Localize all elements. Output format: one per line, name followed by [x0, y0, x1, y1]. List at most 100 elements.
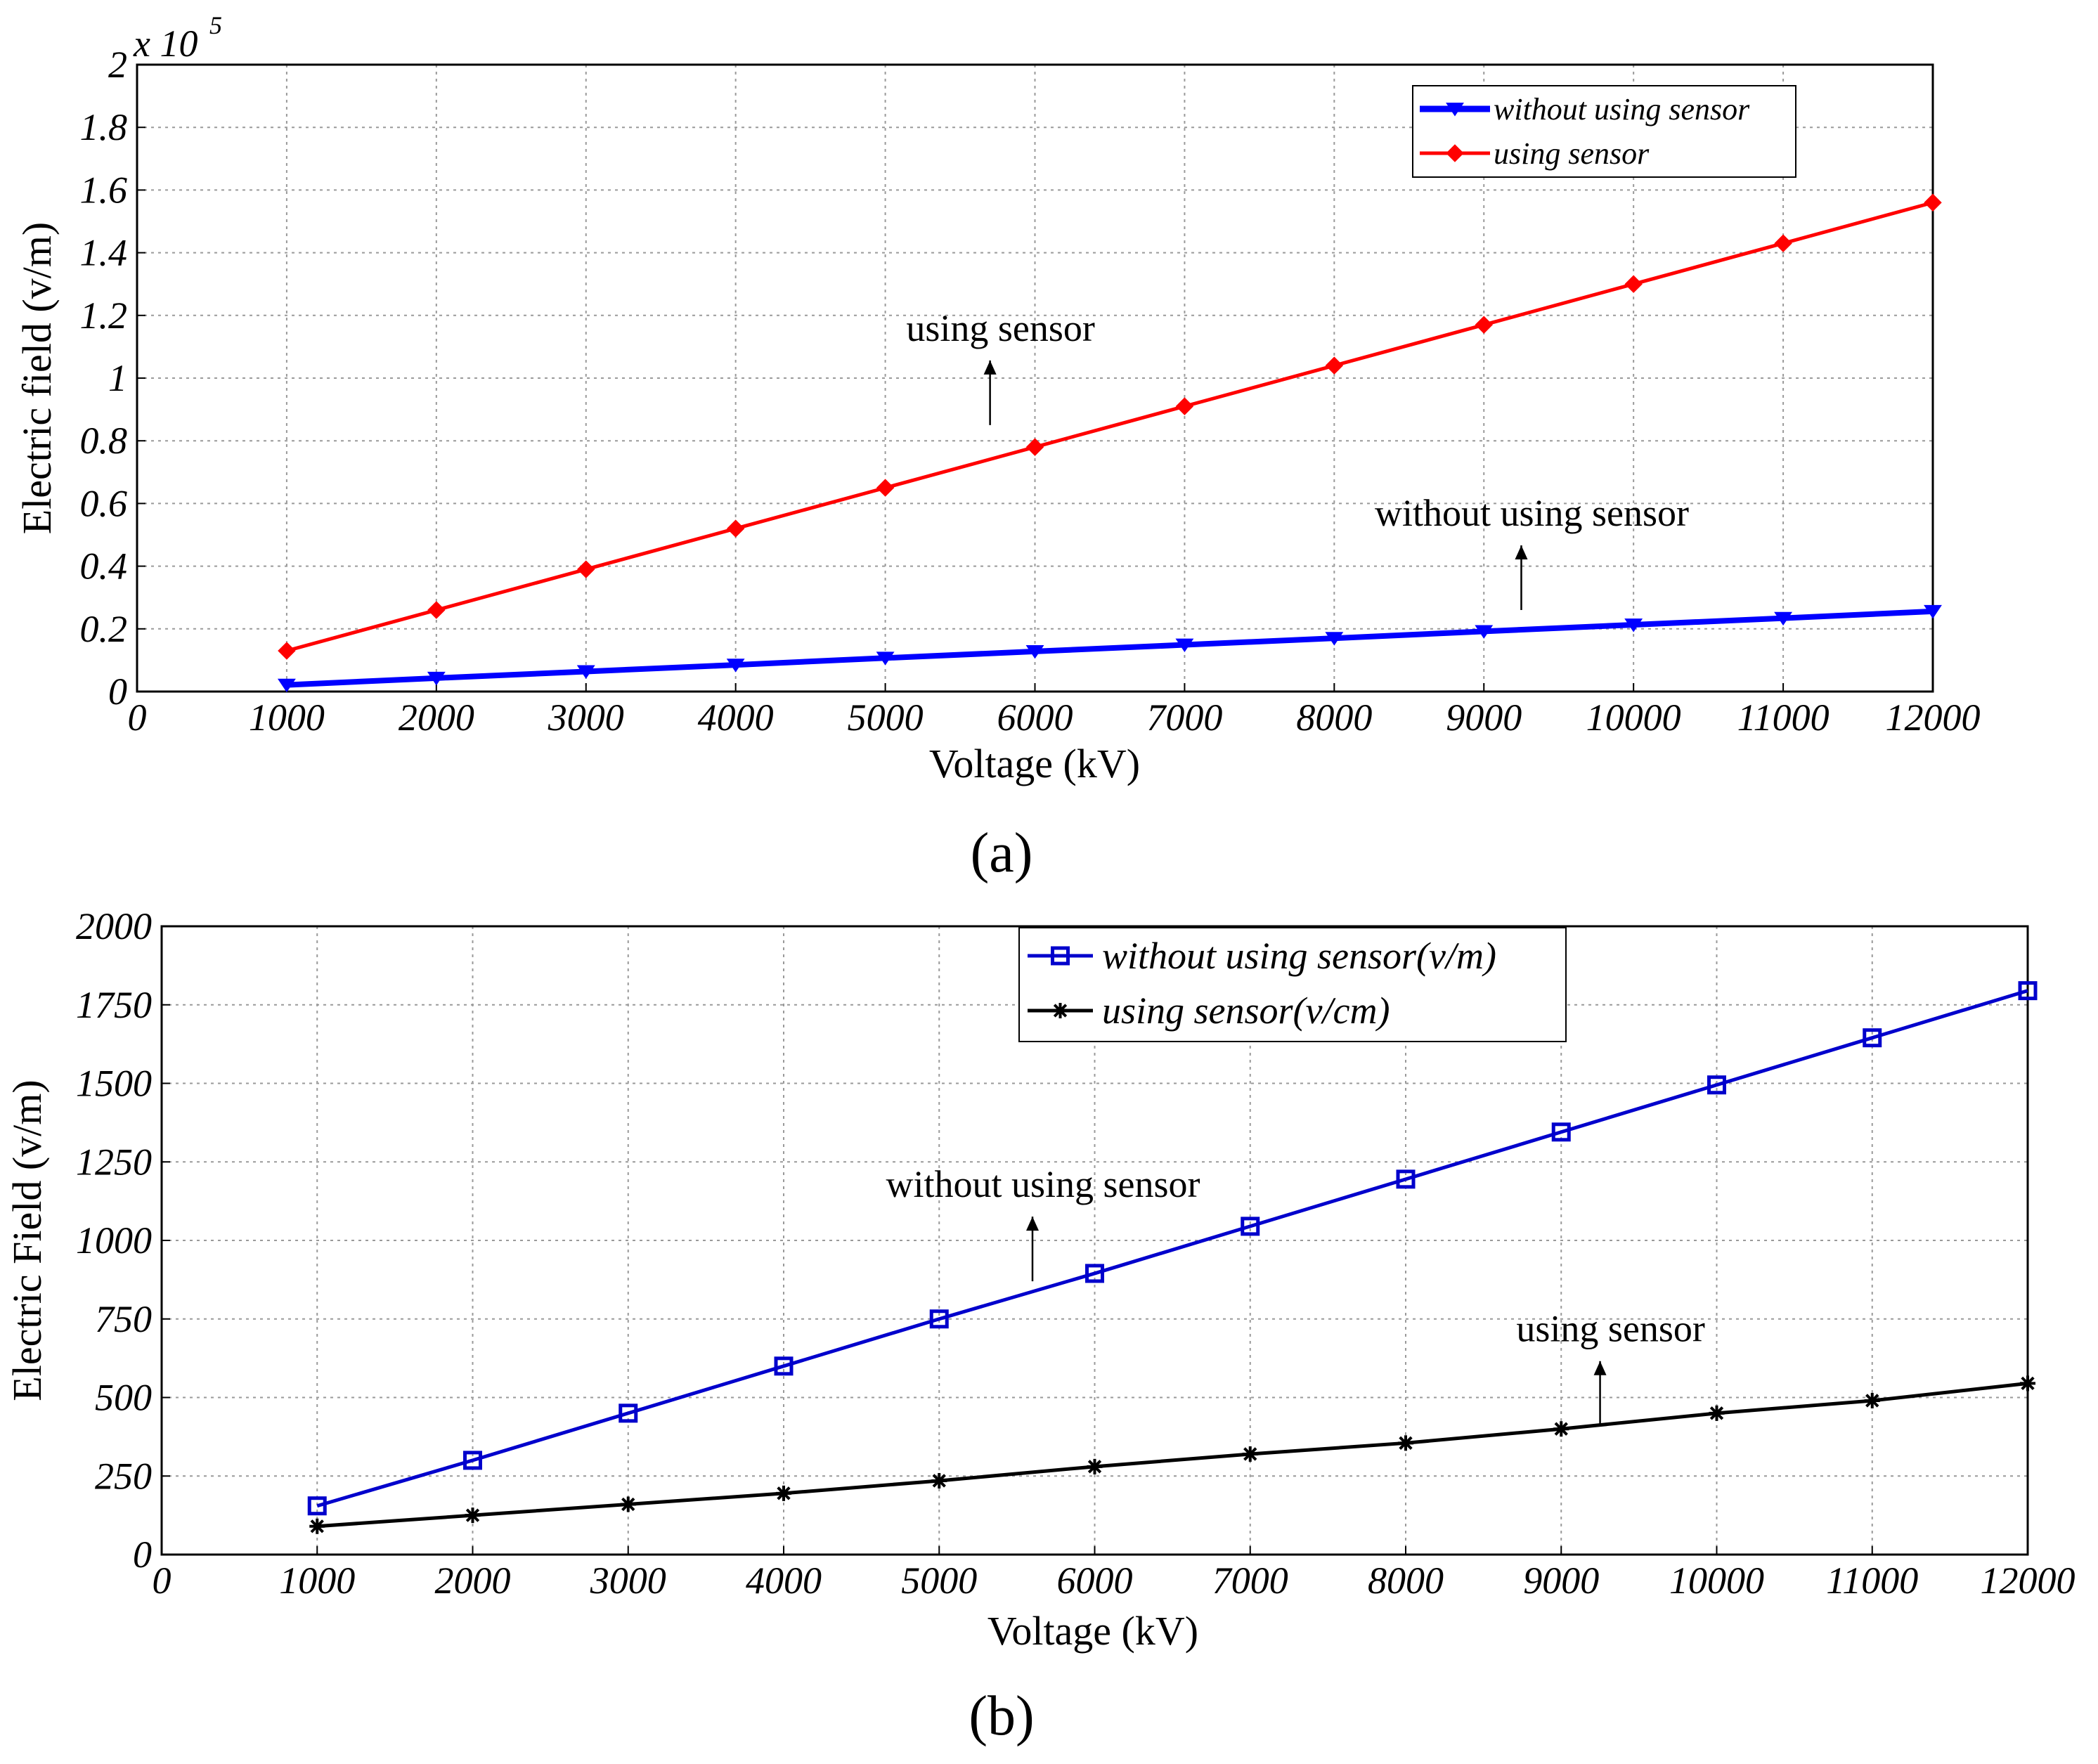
data-point-b-0-4: [929, 1309, 949, 1329]
x-tick-label-b-1: 1000: [279, 1559, 355, 1602]
y-tick-label-a-2: 0.4: [80, 545, 128, 588]
annotation-label-b-0: without using sensor: [886, 1163, 1200, 1205]
data-point-a-0-4: [876, 651, 895, 666]
data-point-a-1-1: [427, 601, 446, 619]
data-point-b-1-8: [1553, 1421, 1569, 1437]
series-line-a-0: [286, 608, 1934, 688]
data-point-b-1-4: [931, 1472, 947, 1489]
y-tick-label-a-1: 0.2: [80, 608, 128, 650]
y-tick-label-a-5: 1: [108, 357, 127, 399]
series-a: [277, 193, 1942, 693]
data-point-a-1-0: [278, 642, 296, 660]
y-tick-label-b-6: 1500: [76, 1063, 152, 1105]
legend-box-b: [1018, 927, 1567, 1042]
annotation-label-a-0: using sensor: [906, 307, 1095, 349]
x-tick-label-b-7: 7000: [1212, 1559, 1288, 1602]
legend-marker-b-1: [1052, 1003, 1068, 1018]
data-point-a-1-3: [726, 519, 745, 538]
series-line-b-0: [316, 989, 2028, 1508]
legend-swatch-marker-b-1: [1052, 1003, 1068, 1018]
annotation-arrowhead-a-1: [1515, 545, 1528, 560]
annotation-label-b-1: using sensor: [1516, 1308, 1705, 1350]
x-axis-label-a: Voltage (kV): [929, 741, 1140, 786]
legend-swatch-marker-a-1: [1446, 144, 1464, 162]
data-point-b-0-6: [1241, 1217, 1260, 1236]
panel-label-a: (a): [971, 822, 1033, 884]
legend-swatch-marker-a-0: [1446, 103, 1464, 117]
data-point-a-0-1: [427, 671, 446, 686]
y-tick-label-b-2: 500: [95, 1377, 152, 1419]
legend-label-b-1: using sensor(v/cm): [1102, 990, 1390, 1032]
y-axis-label-b: Electric Field (v/m): [4, 1079, 50, 1401]
x-tick-label-b-4: 4000: [746, 1559, 822, 1602]
data-point-b-1-9: [1709, 1405, 1725, 1421]
data-point-b-1-5: [1087, 1458, 1103, 1474]
y-tick-label-a-3: 0.6: [80, 482, 128, 524]
series-b: [307, 981, 2038, 1534]
x-tick-label-b-5: 5000: [901, 1559, 977, 1602]
data-point-a-1-4: [876, 479, 895, 497]
data-point-a-1-6: [1175, 397, 1194, 415]
data-point-b-0-9: [1707, 1075, 1726, 1095]
x-tick-label-a-12: 12000: [1886, 696, 1981, 739]
x-tick-label-a-8: 8000: [1296, 696, 1372, 739]
data-point-b-0-0: [307, 1496, 327, 1516]
chart-b: 0 1000 2000 3000 4000 5000 6000 7000 8000 9000 100…: [4, 905, 2076, 1747]
data-point-b-1-10: [1864, 1392, 1880, 1408]
data-point-a-1-2: [577, 560, 595, 578]
y-multiplier-exponent-a: 5: [209, 11, 222, 39]
data-point-b-1-0: [309, 1518, 325, 1534]
x-tick-label-b-3: 3000: [590, 1559, 666, 1602]
data-point-a-1-10: [1774, 234, 1792, 252]
x-tick-label-a-4: 4000: [698, 696, 774, 739]
x-axis-label-b: Voltage (kV): [988, 1608, 1198, 1654]
data-point-b-0-3: [774, 1356, 794, 1376]
data-point-b-0-7: [1396, 1169, 1416, 1189]
panel-label-b: (b): [969, 1685, 1034, 1747]
legend-marker-a-0: [1446, 103, 1464, 117]
y-tick-labels-b: 0 250 500 750 1000 1250 1500 1750 2000: [76, 905, 170, 1576]
x-tick-label-b-0: 0: [153, 1559, 171, 1602]
x-tick-label-a-0: 0: [128, 696, 147, 739]
x-tick-labels-b: 0 1000 2000 3000 4000 5000 6000 7000 8000 9000 100…: [153, 1546, 2076, 1602]
legend-box-a: [1412, 85, 1796, 178]
x-tick-label-a-5: 5000: [848, 696, 924, 739]
x-tick-label-a-6: 6000: [997, 696, 1073, 739]
y-tick-label-b-8: 2000: [76, 905, 152, 947]
x-tick-label-a-9: 9000: [1446, 696, 1522, 739]
x-tick-label-a-11: 11000: [1737, 696, 1830, 739]
x-tick-label-a-3: 3000: [548, 696, 624, 739]
x-tick-label-b-10: 10000: [1669, 1559, 1764, 1602]
legend-label-a-1: using sensor: [1494, 136, 1650, 171]
y-axis-label-a: Electric field (v/m): [14, 222, 60, 534]
x-tick-label-a-7: 7000: [1146, 696, 1222, 739]
data-point-a-0-2: [576, 665, 595, 679]
y-tick-label-a-0: 0: [108, 670, 127, 713]
legend-b: without using sensor(v/m) using sensor(v…: [1018, 927, 1567, 1042]
legend-label-a-0: without using sensor: [1494, 92, 1750, 127]
legend-marker-b-0: [1051, 946, 1070, 966]
x-tick-label-b-12: 12000: [1981, 1559, 2076, 1602]
data-point-b-0-1: [463, 1451, 482, 1470]
y-tick-label-a-10: 2: [108, 44, 127, 86]
data-point-a-0-10: [1774, 611, 1793, 626]
y-tick-label-b-4: 1000: [76, 1219, 152, 1262]
data-point-a-0-9: [1624, 618, 1643, 633]
data-point-b-0-10: [1863, 1028, 1882, 1048]
x-tick-label-a-2: 2000: [399, 696, 474, 739]
y-tick-label-b-7: 1750: [76, 984, 152, 1026]
annotations-a: using sensor without using sensor: [906, 307, 1689, 611]
legend-swatch-marker-b-0: [1051, 946, 1070, 966]
annotation-arrowhead-b-1: [1593, 1361, 1607, 1375]
legend-marker-a-1: [1446, 144, 1464, 162]
legend-a: without using sensor using sensor: [1412, 85, 1796, 178]
x-tick-label-b-2: 2000: [435, 1559, 511, 1602]
data-point-b-1-1: [465, 1507, 481, 1524]
x-tick-label-a-1: 1000: [249, 696, 325, 739]
y-tick-label-a-8: 1.6: [80, 169, 128, 211]
data-point-b-0-5: [1085, 1264, 1104, 1283]
data-point-a-0-3: [726, 659, 745, 673]
data-point-a-0-5: [1025, 645, 1044, 659]
data-point-a-1-8: [1475, 316, 1493, 334]
data-point-a-1-9: [1624, 275, 1643, 293]
